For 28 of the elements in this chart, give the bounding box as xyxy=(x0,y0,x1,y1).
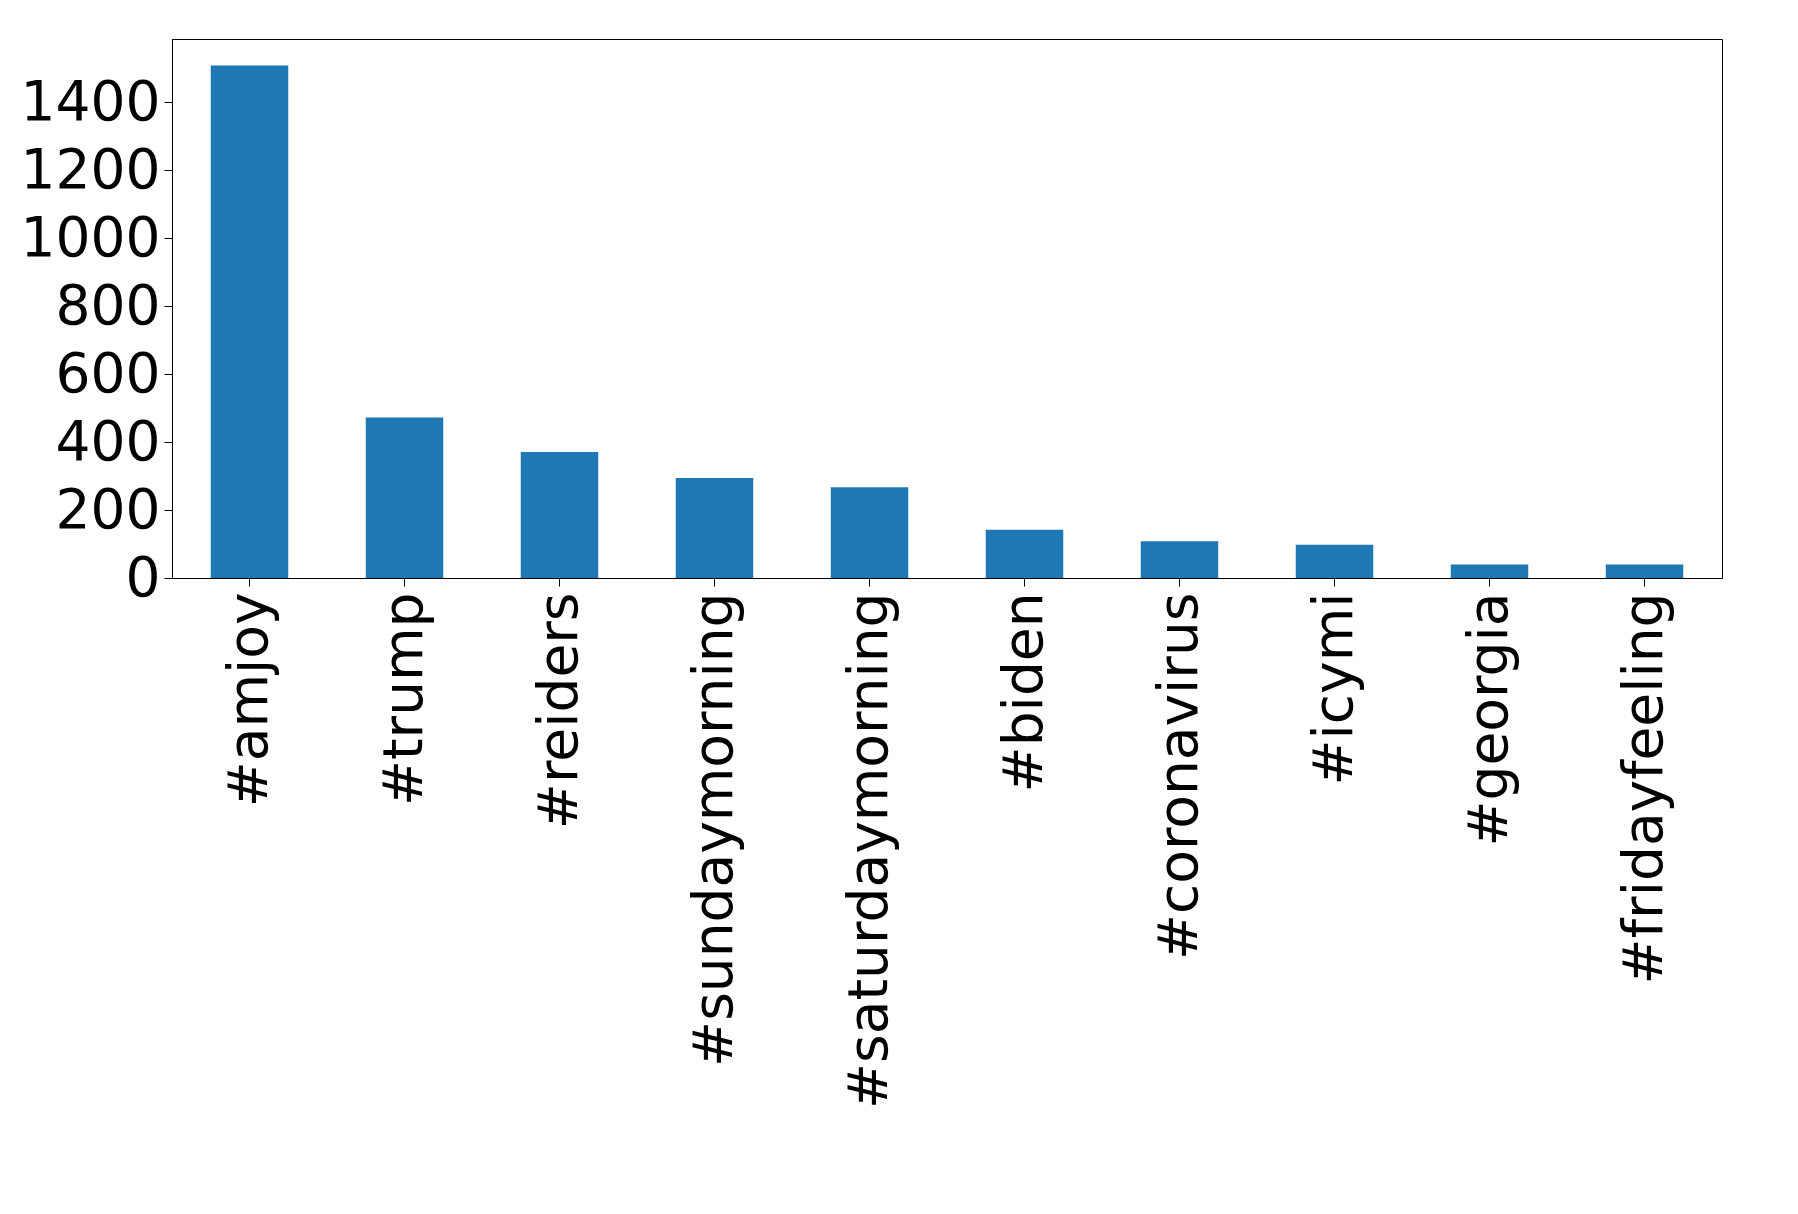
x-tick-label: #coronavirus xyxy=(1145,592,1210,961)
y-tick-label: 800 xyxy=(55,272,161,337)
x-tick-label: #georgia xyxy=(1455,592,1520,847)
bar xyxy=(520,451,599,578)
bar xyxy=(985,529,1064,578)
y-tick-label: 1400 xyxy=(20,68,161,133)
y-tick-label: 400 xyxy=(55,408,161,473)
bar xyxy=(210,65,289,578)
y-tick-label: 0 xyxy=(125,544,161,609)
x-tick-label: #trump xyxy=(370,592,435,807)
x-tick-label: #reiders xyxy=(525,592,590,830)
bar xyxy=(830,487,909,578)
x-tick-label: #sundaymorning xyxy=(680,592,745,1067)
y-tick-label: 1200 xyxy=(20,136,161,201)
y-tick-label: 200 xyxy=(55,476,161,541)
bar xyxy=(365,417,444,578)
x-tick-label: #biden xyxy=(990,592,1055,793)
y-tick-label: 600 xyxy=(55,340,161,405)
x-tick-label: #fridayfeeling xyxy=(1610,592,1675,985)
bar xyxy=(1140,541,1219,578)
x-tick-label: #amjoy xyxy=(215,592,280,808)
x-tick-label: #saturdaymorning xyxy=(835,592,900,1109)
bar xyxy=(1450,564,1529,578)
bar xyxy=(1295,544,1374,578)
x-tick-label: #icymi xyxy=(1300,592,1365,786)
bar xyxy=(1605,564,1684,578)
bar xyxy=(675,478,754,578)
y-tick-label: 1000 xyxy=(20,204,161,269)
